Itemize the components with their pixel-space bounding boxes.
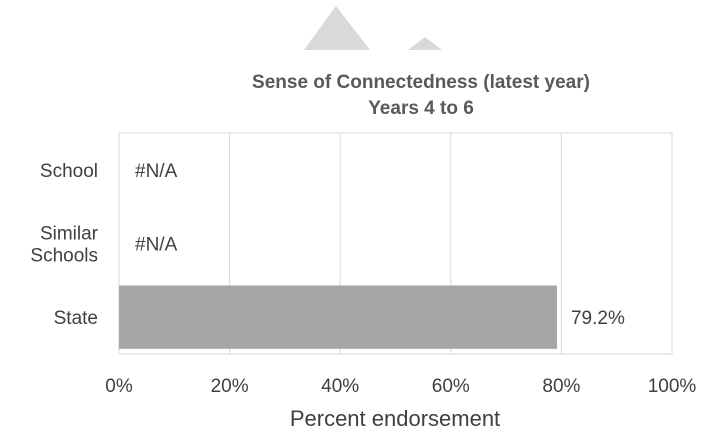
x-tick-label: 40% (321, 376, 359, 397)
data-label: #N/A (135, 161, 178, 182)
x-tick-label: 0% (105, 376, 133, 397)
chart-title: Sense of Connectedness (latest year) (252, 72, 590, 93)
chart-subtitle: Years 4 to 6 (368, 98, 474, 119)
bars (119, 285, 557, 349)
data-labels: #N/A #N/A 79.2% (135, 161, 625, 329)
data-label: 79.2% (571, 308, 625, 329)
category-label: State (54, 308, 98, 329)
x-tick-label: 60% (432, 376, 470, 397)
decorative-triangle-large (304, 6, 370, 50)
decorative-triangle-small (408, 37, 442, 50)
x-axis-label: Percent endorsement (290, 406, 500, 431)
x-tick-label: 20% (211, 376, 249, 397)
decoration (304, 6, 442, 50)
plot-area (118, 132, 673, 355)
x-tick-label: 100% (648, 376, 697, 397)
category-label: Schools (30, 246, 98, 267)
x-tick-label: 80% (542, 376, 580, 397)
category-label: Similar (40, 224, 99, 245)
category-label: School (40, 161, 98, 182)
data-label: #N/A (135, 235, 178, 256)
x-tick-labels: 0% 20% 40% 60% 80% 100% (105, 376, 696, 397)
bar (119, 285, 557, 349)
